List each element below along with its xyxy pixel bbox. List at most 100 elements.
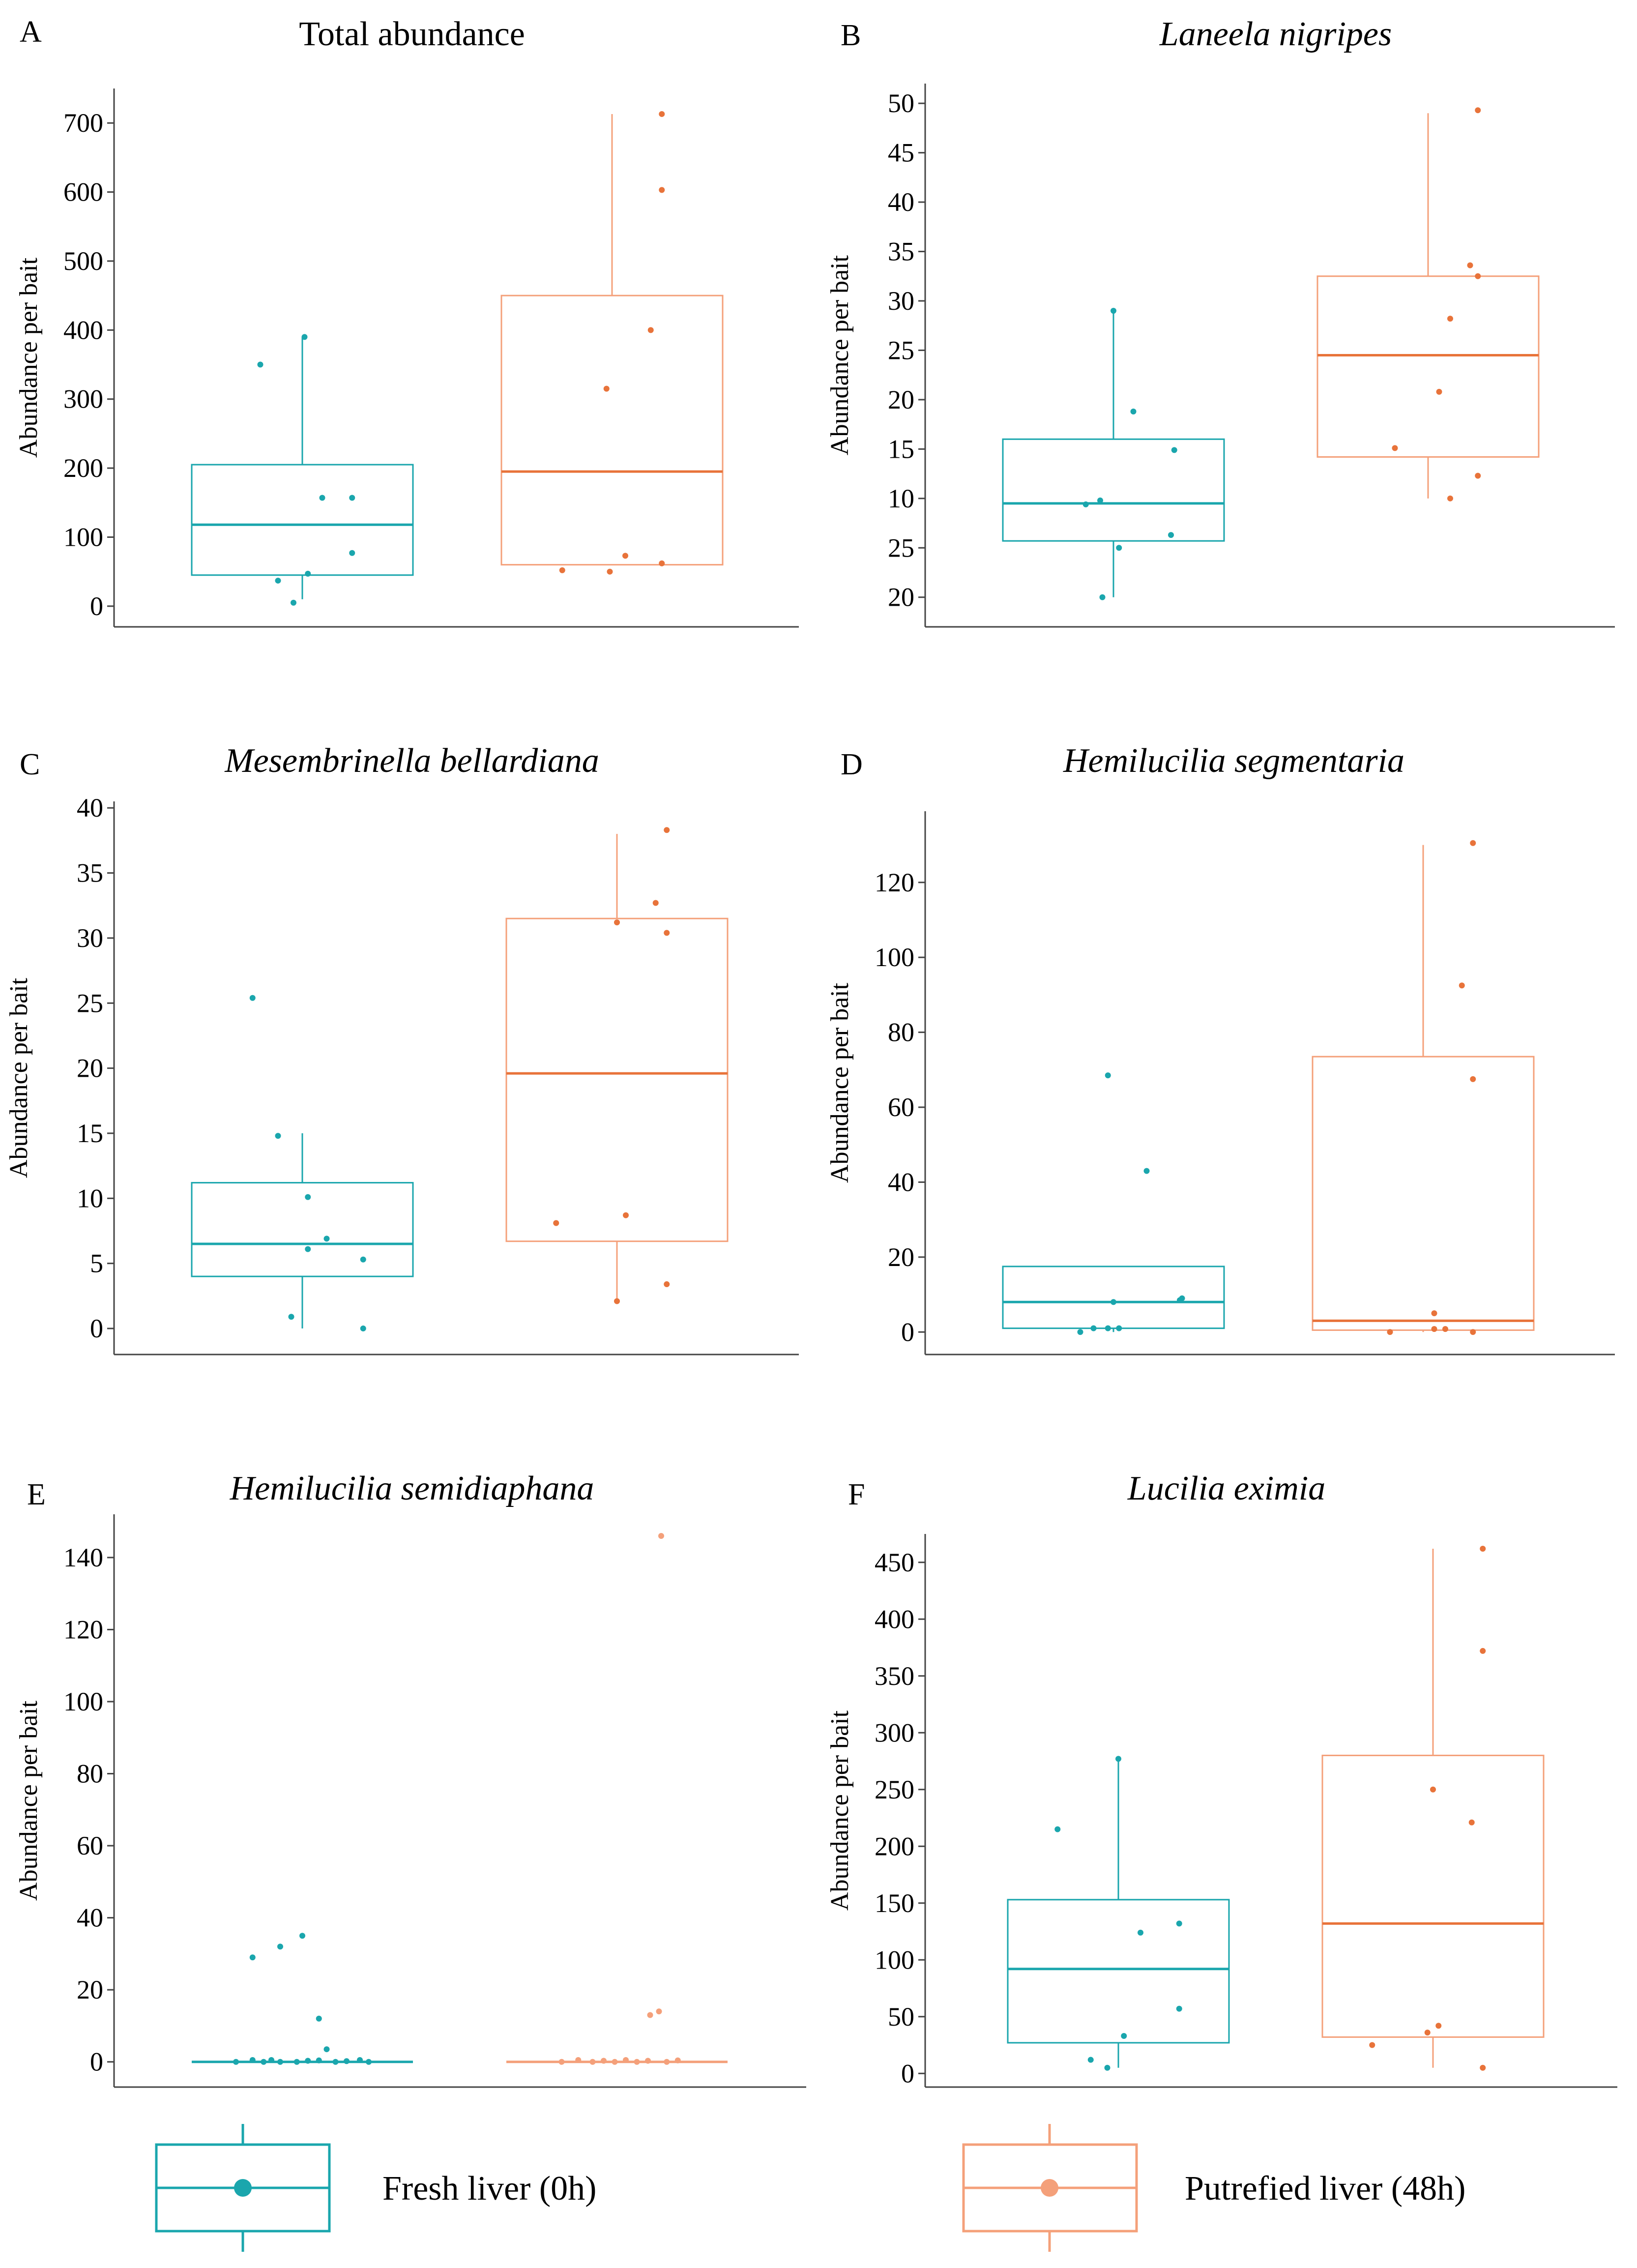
- y-tick-label: 35: [77, 858, 103, 888]
- data-point: [1087, 2057, 1094, 2063]
- data-point: [257, 361, 263, 368]
- panel-letter: F: [848, 1478, 865, 1511]
- data-point: [1097, 497, 1103, 503]
- legend-key-putrefied: [962, 2124, 1138, 2252]
- y-tick-label: 400: [63, 315, 103, 345]
- data-point: [261, 2059, 267, 2065]
- panel-c: C Mesembrinella bellardiana Abundance per …: [5, 742, 799, 1355]
- data-point: [603, 385, 610, 392]
- data-point: [233, 2059, 239, 2065]
- data-point: [664, 930, 670, 936]
- panel-title: Lucilia eximia: [1127, 1470, 1325, 1507]
- data-point: [1431, 1310, 1437, 1317]
- y-tick-label: 80: [888, 1018, 914, 1047]
- y-tick-label: 20: [888, 1242, 914, 1272]
- data-point: [349, 495, 355, 501]
- panel-e: E Hemilucilia semidiaphana Abundance per b…: [15, 1470, 806, 2088]
- data-point: [575, 2057, 582, 2063]
- y-tick-label: 50: [888, 88, 914, 118]
- data-point: [614, 919, 620, 926]
- y-axis-label: Abundance per bait: [826, 1710, 854, 1911]
- y-tick-label: 400: [875, 1604, 914, 1634]
- y-tick-label: 250: [875, 1775, 914, 1804]
- panel-d: D Hemilucilia segmentaria Abundance per ba…: [826, 742, 1615, 1355]
- data-point: [305, 570, 311, 577]
- data-point: [249, 2057, 256, 2063]
- data-point: [664, 2059, 670, 2065]
- panel-letter: B: [841, 19, 861, 52]
- data-point: [277, 1944, 283, 1950]
- panel-title: Laneela nigripes: [1159, 15, 1392, 53]
- box-fresh: [191, 334, 414, 606]
- data-point: [1470, 1076, 1476, 1082]
- y-tick-label: 40: [888, 187, 914, 217]
- y-tick-label: 700: [63, 108, 103, 138]
- data-point: [1111, 1299, 1116, 1305]
- data-point: [344, 2058, 350, 2064]
- data-point: [558, 2059, 565, 2065]
- data-point: [1430, 1786, 1436, 1793]
- data-point: [249, 995, 256, 1001]
- y-tick-label: 200: [875, 1831, 914, 1861]
- data-point: [1387, 1329, 1393, 1335]
- box-putrefied: [1316, 107, 1540, 501]
- data-point: [301, 334, 308, 340]
- data-point: [1475, 107, 1481, 114]
- y-tick-label: 600: [63, 177, 103, 207]
- y-tick-label: 60: [77, 1831, 103, 1860]
- panel-title: Hemilucilia segmentaria: [1063, 742, 1404, 780]
- data-point: [1111, 308, 1116, 314]
- data-point: [1436, 388, 1442, 395]
- panel-b: B Laneela nigripes Abundance per bait 20 25 1…: [826, 15, 1615, 628]
- data-point: [275, 577, 281, 584]
- y-tick-label: 150: [875, 1888, 914, 1918]
- box-fresh: [1007, 1756, 1230, 2071]
- data-point: [268, 2057, 274, 2063]
- y-tick-label: 20: [888, 583, 914, 612]
- box-fresh: [1002, 308, 1225, 600]
- data-point: [634, 2059, 640, 2065]
- data-point: [1176, 1920, 1182, 1927]
- box-iqr: [191, 1182, 414, 1277]
- y-tick-label: 450: [875, 1548, 914, 1577]
- y-tick-label: 5: [90, 1249, 103, 1278]
- y-tick-label: 500: [63, 246, 103, 276]
- data-point: [319, 495, 325, 501]
- y-tick-label: 0: [90, 2047, 103, 2077]
- y-tick-label: 40: [77, 1903, 103, 1933]
- data-point: [305, 1246, 311, 1252]
- data-point: [589, 2059, 596, 2065]
- y-tick-label: 35: [888, 237, 914, 266]
- data-point: [674, 2057, 681, 2063]
- y-axis-label: Abundance per bait: [15, 257, 43, 458]
- y-tick-label: 120: [63, 1615, 103, 1644]
- data-point: [612, 2059, 618, 2065]
- data-point: [360, 1256, 366, 1263]
- y-tick-label: 45: [888, 138, 914, 168]
- y-tick-label: 120: [875, 868, 914, 897]
- data-point: [1447, 316, 1453, 322]
- data-point: [1077, 1329, 1083, 1335]
- panel-title: Total abundance: [299, 15, 525, 53]
- data-point: [1105, 1072, 1111, 1079]
- data-point: [607, 568, 613, 575]
- data-point: [1171, 447, 1177, 453]
- data-point: [622, 553, 628, 559]
- data-point: [1104, 2064, 1111, 2071]
- y-tick-label: 100: [63, 523, 103, 552]
- y-tick-label: 100: [875, 1945, 914, 1974]
- data-point: [349, 550, 355, 556]
- data-point: [659, 111, 665, 117]
- data-point: [1424, 2030, 1431, 2036]
- data-point: [664, 827, 670, 833]
- data-point: [293, 2059, 300, 2065]
- legend-label-fresh: Fresh liver (0h): [382, 2170, 596, 2208]
- data-point: [1459, 982, 1465, 989]
- data-point: [659, 560, 665, 566]
- y-tick-label: 0: [901, 2059, 914, 2088]
- data-point: [1475, 273, 1481, 279]
- data-point: [1467, 262, 1473, 268]
- data-point: [1121, 2033, 1127, 2039]
